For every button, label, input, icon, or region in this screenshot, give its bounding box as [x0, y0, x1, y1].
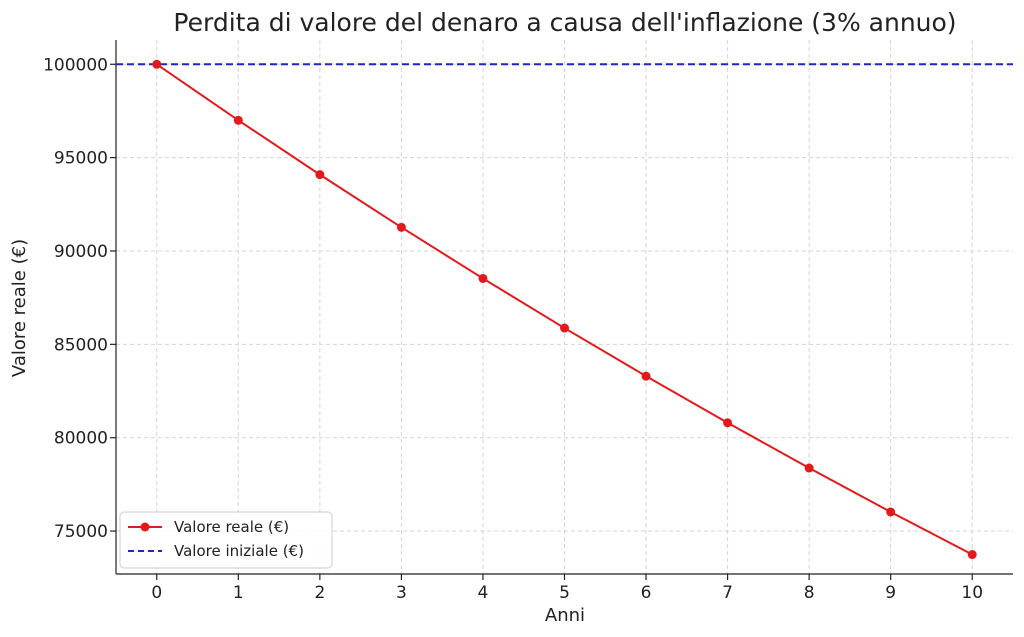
real-value-point — [315, 170, 325, 180]
y-axis-label: Valore reale (€) — [9, 239, 30, 377]
x-axis-label: Anni — [545, 605, 585, 626]
series — [116, 59, 1013, 560]
y-tick-label: 90000 — [54, 242, 108, 262]
y-tick-label: 100000 — [43, 55, 108, 75]
legend-box — [119, 511, 333, 569]
real-value-point — [560, 323, 569, 333]
x-tick-label: 0 — [151, 583, 162, 603]
x-tick-label: 8 — [804, 583, 815, 603]
y-tick-label: 95000 — [54, 149, 108, 169]
chart-title: Perdita di valore del denaro a causa del… — [173, 8, 956, 37]
y-tick-label: 80000 — [54, 429, 108, 449]
real-value-point — [723, 418, 733, 428]
x-tick-label: 9 — [885, 583, 896, 603]
axes: 0 1 2 3 4 5 6 7 8 9 10 75000 80000 85000 90000 95000 100… — [43, 40, 1013, 603]
x-tick-label: 5 — [559, 583, 570, 603]
real-value-point — [641, 371, 651, 381]
real-value-point — [233, 115, 243, 125]
real-value-point — [478, 273, 488, 283]
x-tick-label: 2 — [314, 583, 325, 603]
y-tick-label: 85000 — [54, 335, 108, 355]
x-tick-label: 10 — [961, 583, 983, 603]
legend: Valore reale (€) Valore iniziale (€) — [119, 511, 333, 569]
x-tick-label: 3 — [396, 583, 407, 603]
x-tick-label: 1 — [233, 583, 244, 603]
x-tick-label: 6 — [641, 583, 652, 603]
real-value-point — [396, 222, 406, 232]
legend-marker-real-value — [140, 522, 150, 532]
y-tick-label: 75000 — [54, 522, 108, 542]
x-tick-label: 7 — [722, 583, 733, 603]
real-value-point — [152, 59, 162, 69]
legend-label-initial-value: Valore iniziale (€) — [174, 542, 304, 560]
legend-label-real-value: Valore reale (€) — [174, 518, 289, 536]
x-tick-label: 4 — [478, 583, 489, 603]
real-value-point — [967, 550, 977, 560]
real-value-point — [886, 507, 896, 517]
real-value-point — [804, 463, 814, 473]
